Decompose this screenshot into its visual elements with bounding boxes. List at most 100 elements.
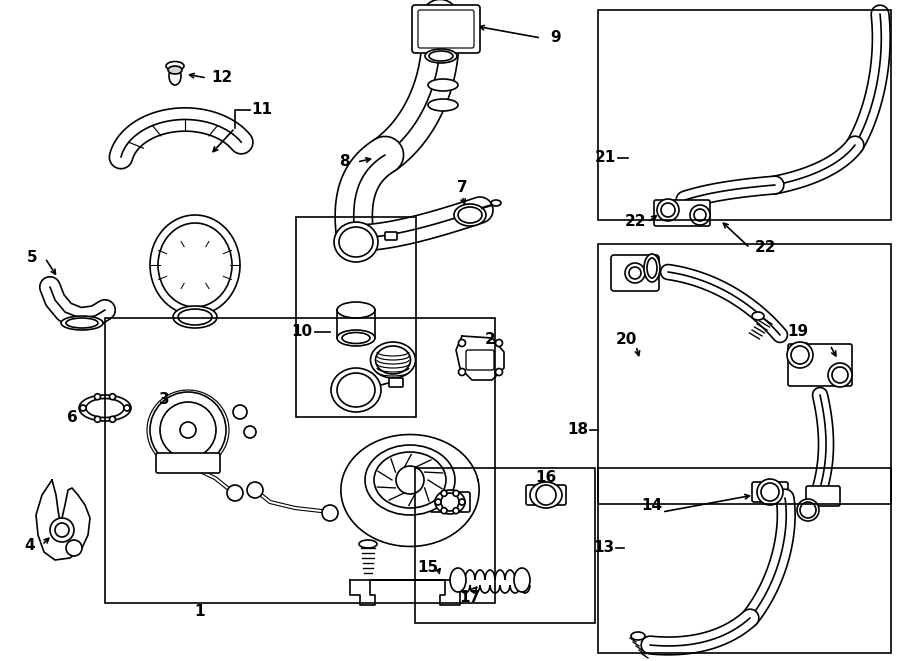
Ellipse shape xyxy=(342,332,370,344)
Bar xyxy=(598,468,891,653)
Circle shape xyxy=(233,405,247,419)
FancyBboxPatch shape xyxy=(788,344,852,386)
Text: 17: 17 xyxy=(459,590,481,605)
Text: 16: 16 xyxy=(536,471,556,485)
Ellipse shape xyxy=(337,330,375,346)
Text: 10: 10 xyxy=(292,325,312,340)
Ellipse shape xyxy=(428,79,458,91)
Ellipse shape xyxy=(694,209,706,221)
FancyBboxPatch shape xyxy=(389,378,403,387)
Circle shape xyxy=(458,368,465,375)
Circle shape xyxy=(244,426,256,438)
Ellipse shape xyxy=(752,312,764,320)
Polygon shape xyxy=(36,480,90,560)
Circle shape xyxy=(322,505,338,521)
Circle shape xyxy=(441,490,447,496)
Text: 13: 13 xyxy=(593,541,615,555)
Circle shape xyxy=(453,508,459,514)
FancyBboxPatch shape xyxy=(430,492,470,512)
Text: 1: 1 xyxy=(194,605,205,619)
Ellipse shape xyxy=(374,452,446,508)
Circle shape xyxy=(80,405,86,411)
Text: 18: 18 xyxy=(567,422,589,438)
FancyBboxPatch shape xyxy=(412,5,480,53)
Ellipse shape xyxy=(454,204,486,226)
Ellipse shape xyxy=(690,205,710,225)
Bar xyxy=(105,318,495,603)
Circle shape xyxy=(247,482,263,498)
Ellipse shape xyxy=(79,395,131,421)
Ellipse shape xyxy=(661,203,675,217)
Ellipse shape xyxy=(828,363,852,387)
Polygon shape xyxy=(341,434,479,547)
Circle shape xyxy=(435,499,441,505)
Ellipse shape xyxy=(169,67,181,85)
Circle shape xyxy=(55,523,69,537)
Bar xyxy=(598,244,891,504)
Ellipse shape xyxy=(359,540,377,548)
Ellipse shape xyxy=(429,51,453,61)
Bar xyxy=(415,468,595,623)
FancyBboxPatch shape xyxy=(466,350,494,370)
Text: 14: 14 xyxy=(642,498,662,512)
Circle shape xyxy=(441,493,459,511)
Ellipse shape xyxy=(458,207,482,223)
FancyBboxPatch shape xyxy=(385,232,397,240)
Ellipse shape xyxy=(428,99,458,111)
Ellipse shape xyxy=(365,445,455,515)
Text: 8: 8 xyxy=(338,155,349,169)
Text: 4: 4 xyxy=(24,537,35,553)
Circle shape xyxy=(227,485,243,501)
Ellipse shape xyxy=(66,318,98,328)
Ellipse shape xyxy=(425,49,457,63)
Text: 6: 6 xyxy=(67,410,77,426)
Ellipse shape xyxy=(158,223,232,307)
Ellipse shape xyxy=(150,215,240,315)
Circle shape xyxy=(761,483,779,501)
Text: 15: 15 xyxy=(418,561,438,576)
Circle shape xyxy=(496,368,502,375)
Text: 7: 7 xyxy=(456,180,467,196)
Ellipse shape xyxy=(797,499,819,521)
Ellipse shape xyxy=(86,399,124,418)
Ellipse shape xyxy=(339,227,373,257)
Ellipse shape xyxy=(334,222,378,262)
Polygon shape xyxy=(350,580,460,605)
Ellipse shape xyxy=(371,342,416,378)
Circle shape xyxy=(124,405,130,411)
Ellipse shape xyxy=(514,568,530,592)
Circle shape xyxy=(180,422,196,438)
Text: 11: 11 xyxy=(251,102,273,118)
Text: 3: 3 xyxy=(158,393,169,407)
Circle shape xyxy=(94,394,101,400)
Text: 19: 19 xyxy=(788,325,808,340)
Circle shape xyxy=(50,518,74,542)
FancyBboxPatch shape xyxy=(611,255,659,291)
Ellipse shape xyxy=(61,316,103,330)
Text: 5: 5 xyxy=(27,251,37,266)
Ellipse shape xyxy=(491,200,501,206)
Circle shape xyxy=(459,499,465,505)
Ellipse shape xyxy=(791,346,809,364)
Ellipse shape xyxy=(757,479,783,505)
Ellipse shape xyxy=(530,482,562,508)
Circle shape xyxy=(160,402,216,458)
FancyBboxPatch shape xyxy=(526,485,566,505)
Circle shape xyxy=(800,502,816,518)
Circle shape xyxy=(66,540,82,556)
Ellipse shape xyxy=(168,66,182,74)
Ellipse shape xyxy=(787,342,813,368)
Ellipse shape xyxy=(337,373,375,407)
Ellipse shape xyxy=(644,254,660,282)
FancyBboxPatch shape xyxy=(156,453,220,473)
Ellipse shape xyxy=(435,490,465,514)
Text: 21: 21 xyxy=(594,151,616,165)
Circle shape xyxy=(396,466,424,494)
Ellipse shape xyxy=(173,306,217,328)
Bar xyxy=(296,217,416,417)
Text: 2: 2 xyxy=(484,332,495,348)
Circle shape xyxy=(536,485,556,505)
Text: 22: 22 xyxy=(626,215,647,229)
Circle shape xyxy=(458,340,465,346)
FancyBboxPatch shape xyxy=(806,486,840,506)
